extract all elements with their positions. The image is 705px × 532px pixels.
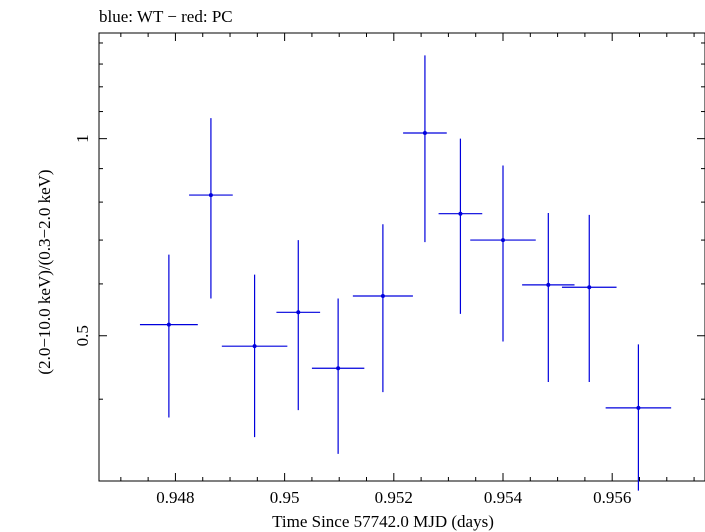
- data-point: [470, 165, 536, 342]
- data-point: [605, 344, 672, 491]
- data-point: [221, 274, 288, 438]
- x-tick-label: 0.954: [484, 488, 523, 507]
- x-tick-label: 0.956: [593, 488, 631, 507]
- axis-tick-labels: 0.948 0.95 0.952 0.954 0.956 0.5 1: [73, 134, 631, 507]
- point-marker: [546, 282, 551, 287]
- x-tick-label: 0.95: [270, 488, 300, 507]
- point-marker: [501, 238, 505, 243]
- data-points: [139, 55, 672, 491]
- data-point: [352, 224, 413, 393]
- point-marker: [296, 310, 301, 315]
- y-tick-label: 1: [73, 134, 92, 143]
- point-marker: [166, 322, 171, 327]
- data-point: [561, 214, 617, 382]
- data-point: [403, 55, 447, 243]
- point-marker: [252, 344, 257, 349]
- data-point: [189, 118, 233, 299]
- point-marker: [636, 405, 641, 410]
- data-point: [276, 240, 321, 411]
- y-tick-label: 0.5: [73, 325, 92, 346]
- point-marker: [336, 366, 341, 371]
- point-marker: [458, 211, 463, 216]
- plot-frame: [98, 32, 705, 482]
- chart-title: blue: WT − red: PC: [99, 7, 233, 26]
- point-marker: [422, 131, 427, 136]
- point-marker: [208, 193, 213, 198]
- axis-ticks: [99, 33, 705, 482]
- x-tick-label: 0.948: [156, 488, 194, 507]
- data-point: [139, 254, 198, 418]
- data-point: [438, 138, 483, 314]
- x-axis-label: Time Since 57742.0 MJD (days): [272, 512, 494, 531]
- point-marker: [587, 285, 592, 290]
- data-point: [311, 298, 365, 454]
- x-tick-label: 0.952: [375, 488, 413, 507]
- y-axis-label: (2.0−10.0 keV)/(0.3−2.0 keV): [35, 169, 54, 374]
- point-marker: [380, 294, 385, 299]
- data-point: [522, 212, 575, 382]
